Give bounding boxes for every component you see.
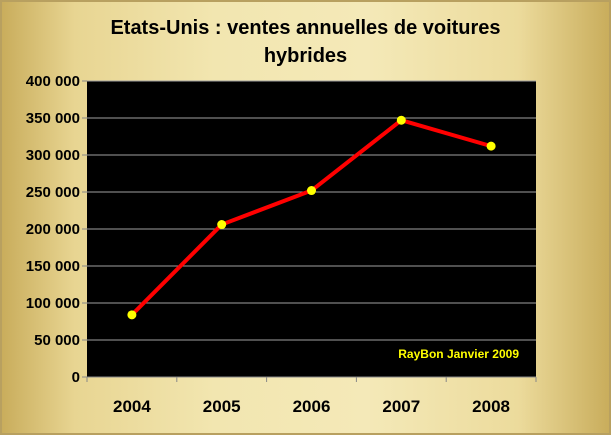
chart-title: Etats-Unis : ventes annuelles de voiture… xyxy=(0,14,611,70)
y-tick-label: 200 000 xyxy=(26,221,80,238)
annotation-credit: RayBon Janvier 2009 xyxy=(398,347,519,361)
y-tick-label: 350 000 xyxy=(26,110,80,127)
data-point xyxy=(307,186,316,196)
y-tick-label: 300 000 xyxy=(26,147,80,164)
y-tick-label: 0 xyxy=(72,369,80,386)
x-tick-label: 2007 xyxy=(382,397,420,416)
data-point xyxy=(486,141,496,151)
x-tick-label: 2008 xyxy=(472,397,510,416)
y-tick-label: 150 000 xyxy=(26,258,80,275)
x-tick-label: 2006 xyxy=(293,397,331,416)
data-point xyxy=(127,310,137,320)
x-tick-label: 2005 xyxy=(203,397,241,416)
y-tick-label: 250 000 xyxy=(26,184,80,201)
chart-title-line-1: Etats-Unis : ventes annuelles de voiture… xyxy=(110,17,501,39)
y-tick-label: 400 000 xyxy=(26,73,80,90)
x-tick-label: 2004 xyxy=(113,397,151,416)
y-tick-label: 100 000 xyxy=(26,295,80,312)
data-point xyxy=(396,115,406,125)
chart-title-line-2: hybrides xyxy=(263,45,348,67)
data-point xyxy=(217,220,227,230)
y-tick-label: 50 000 xyxy=(34,332,80,349)
